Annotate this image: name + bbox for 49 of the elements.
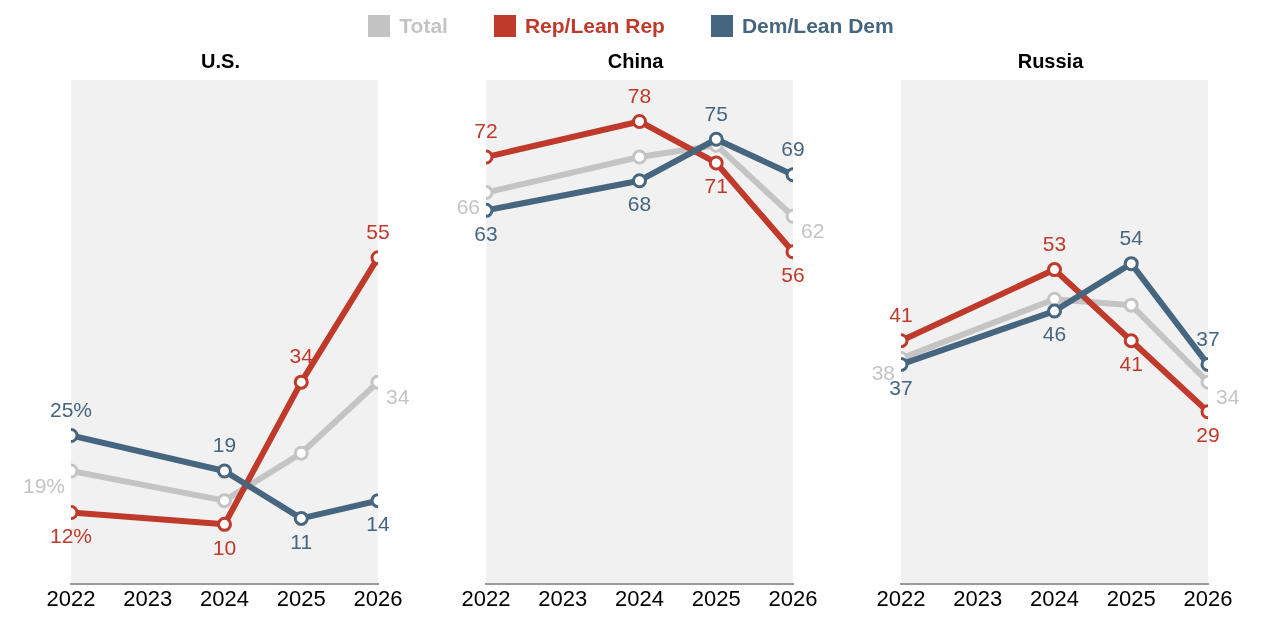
chart-title: U.S. [201, 49, 240, 72]
data-label: 10 [212, 535, 237, 559]
data-label: 19 [212, 433, 237, 457]
x-tick-label: 2024 [615, 585, 664, 611]
data-label: 12% [49, 523, 93, 547]
data-label: 34 [1216, 384, 1240, 408]
data-label: 37 [1196, 326, 1220, 350]
x-tick-label: 2024 [1030, 585, 1079, 611]
x-tick-label: 2022 [46, 585, 96, 611]
data-label: 11 [290, 529, 313, 553]
x-tick-label: 2022 [461, 585, 511, 611]
x-tick-label: 2026 [353, 585, 403, 611]
data-label: 34 [386, 384, 410, 408]
chart-title: Russia [1017, 49, 1085, 72]
x-tick-label: 2024 [200, 585, 249, 611]
data-label: 55 [366, 220, 390, 244]
legend-label: Dem/Lean Dem [741, 14, 894, 38]
x-tick-label: 2022 [876, 585, 926, 611]
x-tick-label: 2025 [691, 585, 741, 611]
data-label: 41 [889, 302, 913, 326]
x-tick-label: 2023 [538, 585, 588, 611]
data-label: 29 [1196, 423, 1220, 447]
data-label: 75 [704, 101, 728, 125]
data-label: 68 [627, 192, 652, 216]
chart-title: China [607, 49, 665, 72]
x-tick-label: 2023 [953, 585, 1003, 611]
data-label: 72 [474, 119, 498, 143]
x-tick-label: 2025 [276, 585, 326, 611]
data-label: 66 [456, 195, 480, 219]
data-label: 34 [289, 344, 314, 368]
data-label: 54 [1119, 225, 1144, 249]
data-label: 56 [781, 263, 805, 287]
data-label: 25% [49, 397, 93, 421]
data-label: 71 [704, 174, 728, 198]
data-label: 14 [366, 511, 390, 535]
data-label: 46 [1042, 322, 1067, 346]
data-label: 19% [22, 473, 65, 497]
x-tick-label: 2025 [1106, 585, 1156, 611]
data-label: 63 [474, 221, 498, 245]
data-label: 78 [627, 83, 652, 107]
data-label: 41 [1119, 351, 1143, 375]
x-tick-label: 2023 [123, 585, 173, 611]
legend-label: Rep/Lean Rep [524, 14, 665, 38]
legend-label: Total [399, 14, 448, 38]
x-tick-label: 2026 [768, 585, 818, 611]
data-label: 53 [1042, 231, 1067, 255]
data-label: 62 [801, 219, 825, 243]
x-tick-label: 2026 [1183, 585, 1233, 611]
data-label: 69 [781, 137, 805, 161]
